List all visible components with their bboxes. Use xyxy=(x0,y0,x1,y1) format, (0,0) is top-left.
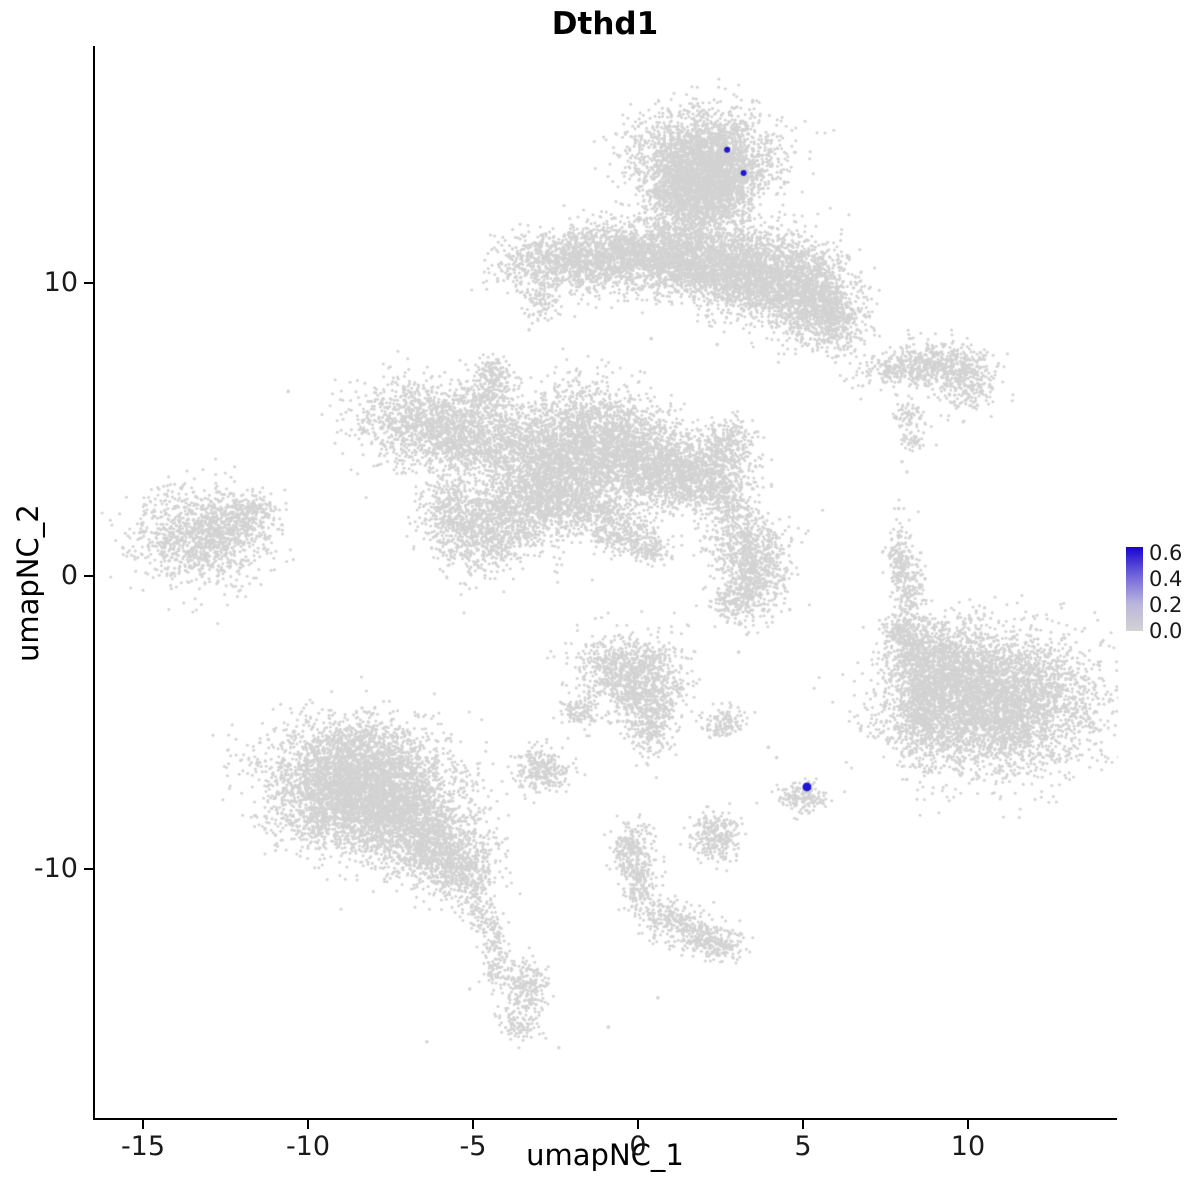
y-tick-label: 10 xyxy=(43,266,78,298)
legend-tick-label: 0.6 xyxy=(1149,541,1183,566)
y-tick-mark xyxy=(84,867,93,870)
x-tick-label: -5 xyxy=(459,1131,487,1162)
legend-tick-label: 0.2 xyxy=(1149,593,1183,618)
x-tick-mark xyxy=(966,1120,969,1129)
x-tick-mark xyxy=(472,1120,474,1129)
x-tick-label: -15 xyxy=(120,1131,166,1162)
x-tick-mark xyxy=(307,1120,309,1129)
y-tick-label: -10 xyxy=(33,852,78,884)
x-tick-mark xyxy=(636,1120,639,1129)
x-tick-label: 5 xyxy=(794,1131,812,1162)
legend-tick-label: 0.0 xyxy=(1149,619,1183,643)
legend-tick-label: 0.4 xyxy=(1149,567,1183,592)
colorbar-gradient xyxy=(1126,547,1143,631)
x-tick-label: -10 xyxy=(285,1131,331,1162)
colorbar-legend: 0.6 0.4 0.2 0.0 xyxy=(1126,542,1200,642)
y-tick-label: 0 xyxy=(60,559,78,591)
x-tick-label: 0 xyxy=(629,1131,647,1162)
y-tick-mark xyxy=(84,281,93,284)
x-tick-mark xyxy=(142,1120,144,1129)
plot-title: Dthd1 xyxy=(551,6,659,42)
y-axis-line xyxy=(93,46,95,1120)
x-axis-line xyxy=(93,1118,1117,1120)
x-axis-label: umapNC_1 xyxy=(526,1138,684,1172)
x-tick-mark xyxy=(801,1120,804,1129)
x-tick-label: 10 xyxy=(950,1131,986,1162)
y-tick-mark xyxy=(84,574,93,577)
